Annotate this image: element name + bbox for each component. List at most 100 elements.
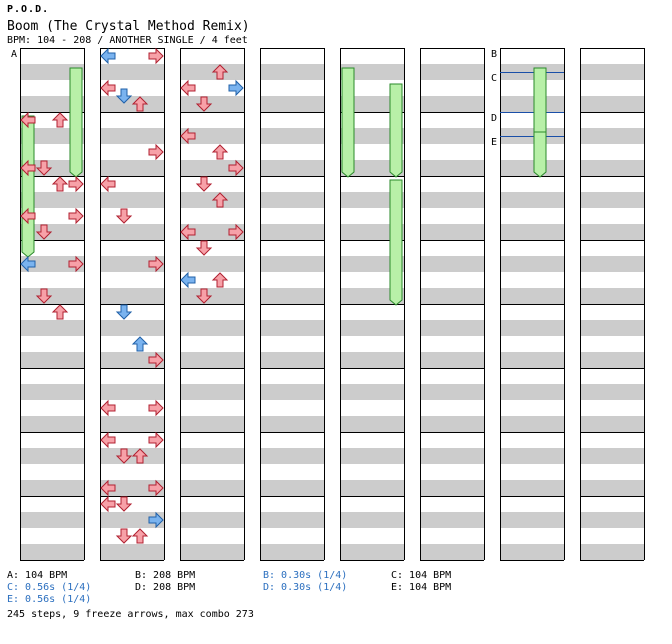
beat-stripe: [580, 544, 644, 560]
beat-stripe: [580, 288, 644, 304]
right-arrow-icon: [148, 511, 164, 529]
beat-stripe: [260, 448, 324, 464]
left-arrow-icon: [180, 79, 196, 97]
beat-stripe: [340, 544, 404, 560]
beat-stripe: [180, 224, 244, 240]
beat-stripe: [500, 224, 564, 240]
beat-stripe: [100, 320, 164, 336]
down-arrow-icon: [195, 176, 213, 192]
beat-stripe: [20, 512, 84, 528]
beat-stripe: [20, 480, 84, 496]
right-arrow-icon: [228, 159, 244, 177]
beat-stripe: [20, 96, 84, 112]
song-artist: P.O.D.: [7, 4, 50, 15]
down-arrow-icon: [35, 224, 53, 240]
beat-stripe: [500, 160, 564, 176]
beat-stripe: [180, 448, 244, 464]
beat-stripe: [20, 288, 84, 304]
beat-stripe: [340, 224, 404, 240]
beat-stripe: [260, 512, 324, 528]
beat-stripe: [180, 160, 244, 176]
beat-stripe: [580, 352, 644, 368]
beat-stripe: [420, 224, 484, 240]
beat-stripe: [20, 256, 84, 272]
chart-column: [180, 48, 245, 561]
beat-stripe: [180, 320, 244, 336]
beat-stripe: [500, 288, 564, 304]
beat-stripe: [100, 512, 164, 528]
beat-stripe: [180, 416, 244, 432]
beat-stripe: [180, 512, 244, 528]
legend-c-stop: C: 0.56s (1/4): [7, 582, 92, 593]
beat-stripe: [260, 224, 324, 240]
beat-stripe: [100, 64, 164, 80]
left-arrow-icon: [100, 175, 116, 193]
beat-stripe: [580, 192, 644, 208]
marker-label: A: [11, 49, 17, 60]
beat-stripe: [100, 384, 164, 400]
left-arrow-icon: [100, 47, 116, 65]
beat-stripe: [340, 256, 404, 272]
beat-stripe: [420, 256, 484, 272]
beat-stripe: [580, 224, 644, 240]
beat-stripe: [340, 96, 404, 112]
beat-stripe: [260, 384, 324, 400]
beat-stripe: [180, 480, 244, 496]
down-arrow-icon: [195, 240, 213, 256]
up-arrow-icon: [131, 448, 149, 464]
beat-stripe: [260, 416, 324, 432]
up-arrow-icon: [51, 176, 69, 192]
beat-stripe: [20, 224, 84, 240]
beat-stripe: [20, 320, 84, 336]
up-arrow-icon: [51, 112, 69, 128]
legend-b-stop: B: 0.30s (1/4): [263, 570, 348, 581]
down-arrow-icon: [195, 96, 213, 112]
left-arrow-icon: [20, 111, 36, 129]
beat-stripe: [340, 64, 404, 80]
beat-stripe: [420, 544, 484, 560]
legend-d-stop: D: 0.30s (1/4): [263, 582, 348, 593]
beat-stripe: [500, 192, 564, 208]
beat-stripe: [100, 352, 164, 368]
beat-stripe: [340, 416, 404, 432]
beat-stripe: [580, 480, 644, 496]
marker-label: C: [491, 73, 497, 84]
freeze-arrow: [389, 179, 403, 306]
beat-stripe: [180, 384, 244, 400]
beat-stripe: [580, 96, 644, 112]
beat-stripe: [180, 256, 244, 272]
beat-stripe: [500, 544, 564, 560]
beat-stripe: [420, 160, 484, 176]
beat-stripe: [260, 352, 324, 368]
beat-stripe: [580, 448, 644, 464]
up-arrow-icon: [51, 304, 69, 320]
beat-stripe: [580, 384, 644, 400]
right-arrow-icon: [148, 255, 164, 273]
right-arrow-icon: [148, 431, 164, 449]
down-arrow-icon: [115, 208, 133, 224]
beat-stripe: [420, 320, 484, 336]
beat-stripe: [260, 192, 324, 208]
beat-stripe: [100, 224, 164, 240]
beat-stripe: [20, 416, 84, 432]
beat-stripe: [500, 352, 564, 368]
up-arrow-icon: [211, 272, 229, 288]
left-arrow-icon: [180, 271, 196, 289]
beat-stripe: [420, 64, 484, 80]
beat-stripe: [20, 160, 84, 176]
freeze-arrow: [341, 67, 355, 178]
beat-stripe: [340, 448, 404, 464]
song-title: Boom (The Crystal Method Remix): [7, 19, 250, 34]
beat-stripe: [420, 448, 484, 464]
freeze-arrow: [69, 67, 83, 178]
beat-stripe: [180, 64, 244, 80]
beat-stripe: [420, 352, 484, 368]
right-arrow-icon: [148, 351, 164, 369]
left-arrow-icon: [100, 495, 116, 513]
beat-stripe: [340, 288, 404, 304]
right-arrow-icon: [148, 143, 164, 161]
beat-stripe: [100, 416, 164, 432]
beat-stripe: [340, 480, 404, 496]
step-chart: A B C D E: [11, 47, 645, 561]
beat-stripe: [20, 384, 84, 400]
